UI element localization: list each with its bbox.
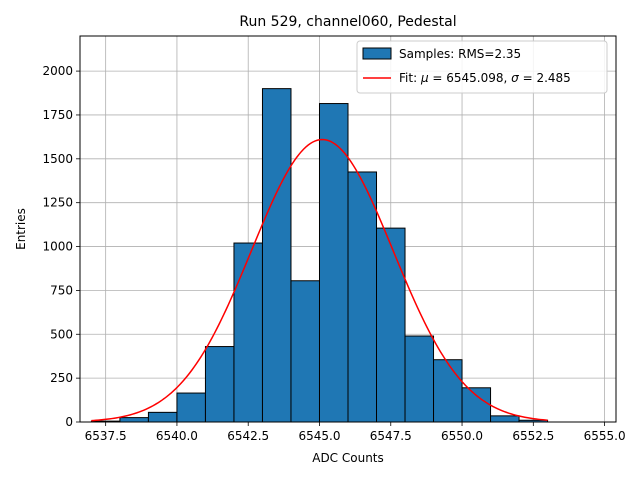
histogram-bar [176, 392, 206, 423]
x-tick-label: 6555.0 [584, 429, 626, 443]
histogram-bar [261, 88, 292, 423]
histogram-bar [404, 335, 435, 423]
x-tick-label: 6550.0 [441, 429, 483, 443]
histogram-bar [433, 359, 463, 423]
y-tick-label: 250 [50, 371, 73, 385]
y-tick-label: 750 [50, 283, 73, 297]
y-tick-label: 500 [50, 327, 73, 341]
legend-fit-label: Fit: μ = 6545.098, σ = 2.485 [399, 71, 571, 85]
legend-hist-swatch [362, 47, 392, 60]
legend-fit-sigma: σ [511, 71, 519, 85]
legend-box [356, 40, 608, 94]
y-tick-label: 1500 [42, 152, 73, 166]
histogram-bar [119, 417, 149, 423]
histogram-bar [204, 346, 235, 423]
legend-fit-mu: μ [420, 71, 429, 85]
y-axis-label: Entries [14, 208, 28, 250]
histogram-bar [233, 242, 263, 423]
chart-title: Run 529, channel060, Pedestal [239, 14, 456, 30]
histogram-bar [318, 103, 349, 423]
x-tick-label: 6545.0 [298, 429, 340, 443]
legend-hist-label: Samples: RMS=2.35 [399, 47, 521, 61]
histogram-bar [290, 280, 320, 423]
histogram-bar [376, 227, 406, 423]
y-tick-label: 0 [65, 415, 73, 429]
legend: Samples: RMS=2.35 Fit: μ = 6545.098, σ =… [356, 40, 608, 94]
y-tick-label: 2000 [42, 64, 73, 78]
y-tick-label: 1250 [42, 196, 73, 210]
x-axis-label: ADC Counts [312, 451, 384, 465]
histogram-bar [461, 387, 492, 423]
fit-curve-group [91, 138, 548, 422]
histogram-bars [90, 88, 549, 423]
legend-fit-eq1: = 6545.098, [429, 71, 512, 85]
x-tick-label: 6540.0 [156, 429, 198, 443]
histogram-bar [490, 415, 520, 423]
x-tick-label: 6542.5 [227, 429, 269, 443]
histogram-bar [147, 411, 178, 423]
plot-frame [79, 35, 617, 423]
legend-fit-prefix: Fit: [399, 71, 421, 85]
x-axis-ticks: 6537.5 6540.0 6542.5 6545.0 6547.5 6550.0 6552… [85, 422, 626, 443]
legend-fit-eq2: = 2.485 [519, 71, 571, 85]
x-tick-label: 6547.5 [370, 429, 412, 443]
y-axis-ticks: 0 250 500 750 1000 1250 1500 1750 2000 [42, 64, 80, 429]
y-tick-label: 1750 [42, 108, 73, 122]
histogram-bar [347, 171, 378, 423]
x-tick-label: 6552.5 [512, 429, 554, 443]
x-tick-label: 6537.5 [85, 429, 127, 443]
fit-curve [91, 138, 548, 422]
y-tick-label: 1000 [42, 240, 73, 254]
